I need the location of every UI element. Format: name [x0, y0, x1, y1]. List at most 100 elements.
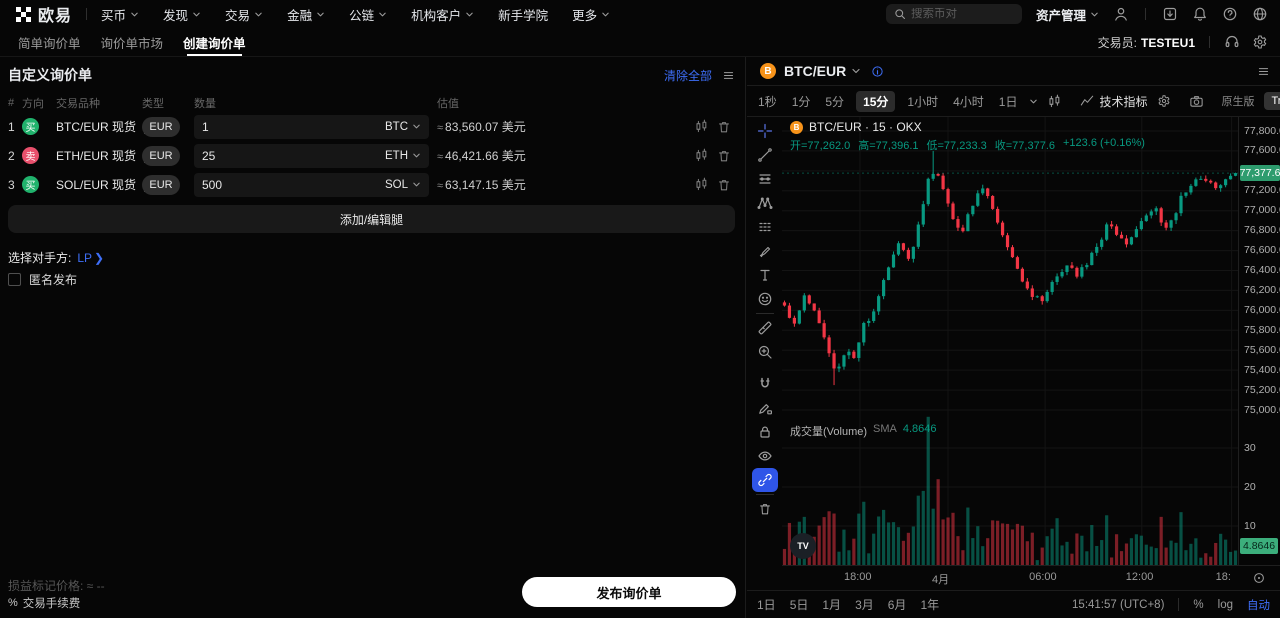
- timeframe-1分[interactable]: 1分: [791, 94, 811, 109]
- timeframe-4小时[interactable]: 4小时: [953, 94, 984, 109]
- candle-style-icon[interactable]: [1047, 94, 1062, 109]
- clear-all-link[interactable]: 清除全部: [663, 68, 712, 83]
- tool-ruler-icon[interactable]: [752, 316, 778, 340]
- asset-selector[interactable]: BTC: [385, 121, 421, 133]
- time-axis[interactable]: 18:00 4月 06:00 12:00 18:: [782, 565, 1238, 590]
- timeframe-1日[interactable]: 1日: [998, 94, 1018, 109]
- info-icon[interactable]: [871, 65, 884, 78]
- tool-text-icon[interactable]: [752, 263, 778, 287]
- currency-pill[interactable]: EUR: [142, 145, 180, 166]
- trash-icon[interactable]: [713, 120, 735, 134]
- nav-item-发现[interactable]: 发现: [163, 5, 201, 24]
- nav-item-更多[interactable]: 更多: [572, 5, 610, 24]
- divider: [86, 8, 88, 20]
- publish-rfq-button[interactable]: 发布询价单: [522, 577, 736, 607]
- amount-input[interactable]: [202, 148, 385, 163]
- pair-selector[interactable]: ETH/EUR 现货❯: [56, 147, 152, 164]
- indicators-button[interactable]: 技术指标: [1080, 93, 1148, 110]
- range-1日[interactable]: 1日: [757, 598, 776, 612]
- currency-pill[interactable]: EUR: [142, 116, 180, 137]
- trash-icon[interactable]: [713, 149, 735, 163]
- amount-input[interactable]: [202, 119, 385, 134]
- help-icon[interactable]: [1222, 6, 1238, 22]
- candlestick-chart[interactable]: B BTC/EUR · 15 · OKX 开=77,262.0 高=77,396.…: [782, 117, 1238, 565]
- candles-icon[interactable]: [689, 177, 713, 192]
- tool-fib-lines-icon[interactable]: [752, 167, 778, 191]
- percent-scale-button[interactable]: %: [1193, 598, 1204, 611]
- tool-hide-drawings-icon[interactable]: [752, 444, 778, 468]
- tradingview-logo[interactable]: TV: [790, 533, 816, 559]
- asset-selector[interactable]: SOL: [385, 179, 421, 191]
- toggle-tradingview[interactable]: TradingView: [1263, 92, 1280, 110]
- tool-lock-icon[interactable]: [752, 420, 778, 444]
- symbol-selector[interactable]: BTC/EUR: [784, 63, 847, 79]
- timeframe-15分[interactable]: 15分: [856, 90, 896, 112]
- tool-magnet-icon[interactable]: [752, 372, 778, 396]
- tool-xabcd-pattern-icon[interactable]: [752, 191, 778, 215]
- timeframe-1秒[interactable]: 1秒: [758, 94, 777, 109]
- price-axis[interactable]: 77,377.6 4.8646 77,800.0 77,600.0 77,200.0…: [1238, 117, 1280, 565]
- asset-selector[interactable]: ETH: [385, 150, 421, 162]
- bell-icon[interactable]: [1192, 6, 1208, 22]
- nav-item-交易[interactable]: 交易: [225, 5, 263, 24]
- counterparty-row: 选择对手方: LP ❯: [8, 250, 105, 266]
- range-6月[interactable]: 6月: [887, 598, 907, 612]
- search-input[interactable]: [910, 8, 1011, 20]
- range-1月[interactable]: 1月: [822, 598, 842, 612]
- tool-drawing-lock-icon[interactable]: [752, 396, 778, 420]
- range-3月[interactable]: 3月: [855, 598, 874, 612]
- candles-icon[interactable]: [689, 119, 713, 134]
- tool-link-icon[interactable]: [751, 468, 778, 492]
- nav-item-机构客户[interactable]: 机构客户: [411, 5, 474, 24]
- tool-forecast-lines-icon[interactable]: [752, 215, 778, 239]
- okx-logo[interactable]: 欧易: [16, 2, 72, 26]
- trading-fee-row[interactable]: % 交易手续费: [8, 597, 81, 610]
- anonymous-checkbox[interactable]: [8, 273, 21, 286]
- user-icon[interactable]: [1113, 6, 1129, 22]
- search-box[interactable]: [885, 4, 1022, 24]
- currency-pill[interactable]: EUR: [142, 174, 180, 195]
- support-icon[interactable]: [1224, 34, 1240, 50]
- chevron-down-icon[interactable]: [1029, 97, 1038, 106]
- pair-selector[interactable]: SOL/EUR 现货❯: [56, 176, 152, 193]
- asset-management-menu[interactable]: 资产管理: [1036, 5, 1099, 24]
- auto-scale-button[interactable]: 自动: [1247, 599, 1270, 612]
- trash-icon[interactable]: [713, 178, 735, 192]
- gear-icon[interactable]: [1157, 94, 1171, 108]
- tool-emoji-icon[interactable]: [752, 287, 778, 311]
- download-icon[interactable]: [1162, 6, 1178, 22]
- timeframe-5分[interactable]: 5分: [825, 94, 845, 109]
- add-edit-legs-button[interactable]: 添加/编辑腿: [8, 205, 735, 233]
- log-scale-button[interactable]: log: [1217, 598, 1233, 611]
- nav-item-新手学院[interactable]: 新手学院: [498, 5, 548, 24]
- tab-创建询价单[interactable]: 创建询价单: [183, 28, 246, 56]
- tool-trend-line-icon[interactable]: [752, 143, 778, 167]
- reset-scale-icon[interactable]: [1252, 571, 1266, 585]
- hamburger-menu-icon[interactable]: [1257, 65, 1270, 78]
- clock[interactable]: 15:41:57 (UTC+8): [1072, 598, 1165, 611]
- tool-zoom-in-icon[interactable]: [752, 340, 778, 364]
- amount-input[interactable]: [202, 177, 385, 192]
- counterparty-value-link[interactable]: LP: [77, 250, 93, 265]
- tool-crosshair-icon[interactable]: [752, 119, 778, 143]
- chevron-right-icon[interactable]: ❯: [94, 250, 105, 265]
- tab-简单询价单[interactable]: 简单询价单: [18, 36, 81, 51]
- range-1年[interactable]: 1年: [920, 598, 940, 612]
- tool-brush-icon[interactable]: [752, 239, 778, 263]
- nav-item-公链[interactable]: 公链: [349, 5, 387, 24]
- nav-item-买币[interactable]: 买币: [101, 5, 139, 24]
- globe-icon[interactable]: [1252, 6, 1268, 22]
- range-5日[interactable]: 5日: [789, 598, 809, 612]
- timeframe-1小时[interactable]: 1小时: [907, 94, 939, 109]
- camera-icon[interactable]: [1189, 94, 1204, 109]
- gear-icon[interactable]: [1252, 34, 1268, 50]
- tab-询价单市场[interactable]: 询价单市场: [100, 36, 164, 51]
- pair-selector[interactable]: BTC/EUR 现货❯: [56, 118, 152, 135]
- chevron-down-icon[interactable]: [851, 66, 861, 76]
- candles-icon[interactable]: [689, 148, 713, 163]
- nav-item-金融[interactable]: 金融: [287, 5, 325, 24]
- toggle-native-version[interactable]: 原生版: [1221, 96, 1255, 108]
- list-menu-icon[interactable]: [722, 69, 735, 82]
- direction-badge: 卖: [22, 147, 39, 164]
- tool-trash-icon[interactable]: [752, 497, 778, 521]
